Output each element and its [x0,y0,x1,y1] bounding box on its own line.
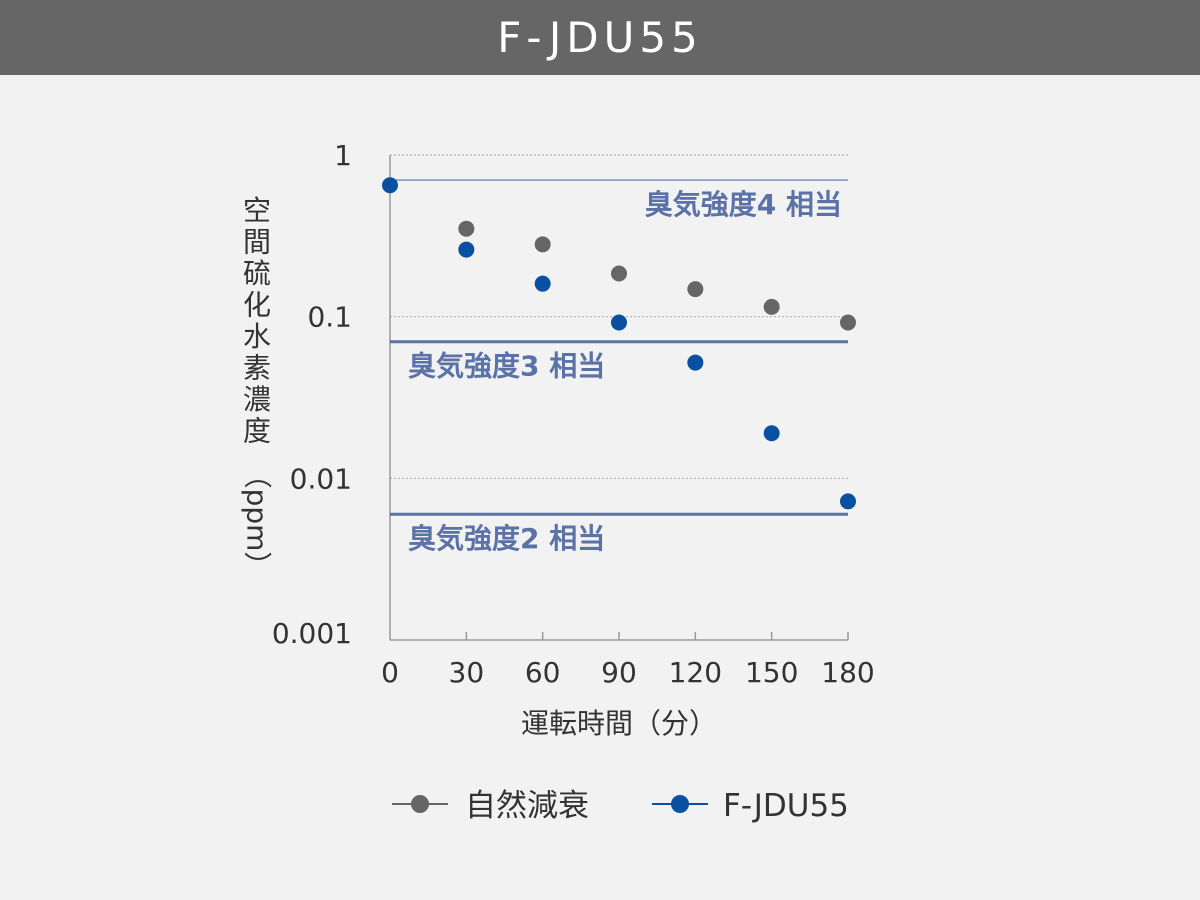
natural-point [534,236,551,253]
product-point [458,241,475,258]
y-axis-title-char: 水 [243,320,271,353]
legend-marker [411,795,429,813]
reference-line-label: 臭気強度4 相当 [645,188,842,221]
y-axis-title-char: 度 [243,415,271,448]
reference-line-label: 臭気強度2 相当 [408,522,605,555]
x-axis-title: 運転時間（分） [521,707,717,740]
reference-line-label: 臭気強度3 相当 [408,350,605,383]
y-axis-title-char: 素 [243,352,271,385]
x-tick-label: 0 [381,656,399,689]
natural-point [763,298,780,315]
natural-point [611,265,627,282]
y-axis-title-char: 硫 [243,257,271,290]
y-axis-title-char: 空 [243,194,271,227]
natural-point [687,281,704,298]
x-tick-label: 120 [669,656,722,689]
product-point [763,425,780,442]
x-tick-label: 180 [821,656,874,689]
legend-label: 自然減衰 [465,788,589,824]
page-header: F-JDU55 [0,0,1200,75]
y-tick-label: 1 [334,139,352,172]
header-title: F-JDU55 [497,13,703,62]
natural-point [458,220,475,237]
product-point [611,314,627,331]
product-point [687,354,704,371]
x-tick-label: 30 [449,656,485,689]
product-point [382,177,398,194]
y-axis-title-unit: （ppm） [241,461,274,580]
x-tick-label: 90 [601,656,637,689]
y-tick-label: 0.01 [290,462,352,495]
legend-marker [671,795,689,813]
y-axis-title-char: 間 [243,226,271,259]
x-tick-label: 150 [745,656,798,689]
y-tick-label: 0.1 [307,301,352,334]
product-point [534,275,551,292]
legend-item-natural: 自然減衰 [392,788,589,824]
y-axis-title-char: 濃 [243,383,271,416]
legend: 自然減衰 F-JDU55 [392,788,849,824]
legend-item-product: F-JDU55 [652,788,849,824]
y-axis-title-char: 化 [243,289,271,322]
legend-label: F-JDU55 [723,788,849,824]
data-points [382,177,856,510]
y-tick-label: 0.001 [272,617,352,650]
axis-labels: 0 30 60 90 120 150 180 0.001 0.01 0.1 1 運転時間（分） 空間硫化… [241,139,875,740]
axes [389,155,849,641]
x-tick-label: 60 [525,656,561,689]
natural-point [840,314,856,331]
product-point [840,493,856,510]
